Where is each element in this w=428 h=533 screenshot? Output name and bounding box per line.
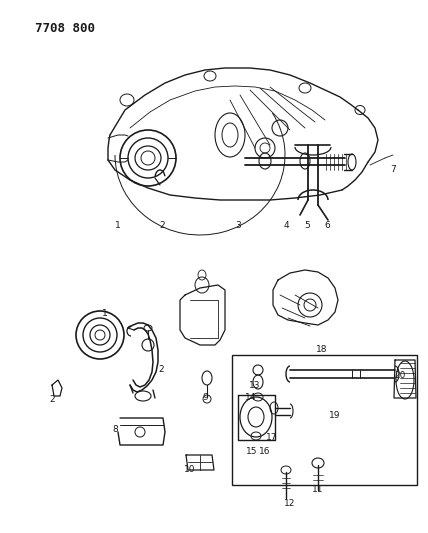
Bar	[232, 355, 417, 485]
Text: 7: 7	[390, 166, 396, 174]
Text: 17: 17	[266, 432, 278, 441]
Text: 7708 800: 7708 800	[35, 22, 95, 35]
Text: 20: 20	[394, 370, 406, 379]
Text: 3: 3	[235, 222, 241, 230]
Text: 5: 5	[304, 222, 310, 230]
Text: 2: 2	[159, 222, 165, 230]
Text: 19: 19	[329, 410, 341, 419]
Text: 8: 8	[112, 425, 118, 434]
Text: 14: 14	[245, 392, 257, 401]
Text: 1: 1	[102, 309, 108, 318]
Text: 9: 9	[202, 393, 208, 402]
Text: 2: 2	[158, 366, 164, 375]
Text: 18: 18	[316, 345, 328, 354]
Text: 15: 15	[246, 447, 258, 456]
Text: 10: 10	[184, 465, 196, 474]
Text: 13: 13	[249, 381, 261, 390]
Text: 6: 6	[324, 222, 330, 230]
Text: 16: 16	[259, 447, 271, 456]
Text: 1: 1	[115, 222, 121, 230]
Text: 12: 12	[284, 498, 296, 507]
Text: 11: 11	[312, 486, 324, 495]
Text: 2: 2	[49, 395, 55, 405]
Text: 4: 4	[283, 222, 289, 230]
